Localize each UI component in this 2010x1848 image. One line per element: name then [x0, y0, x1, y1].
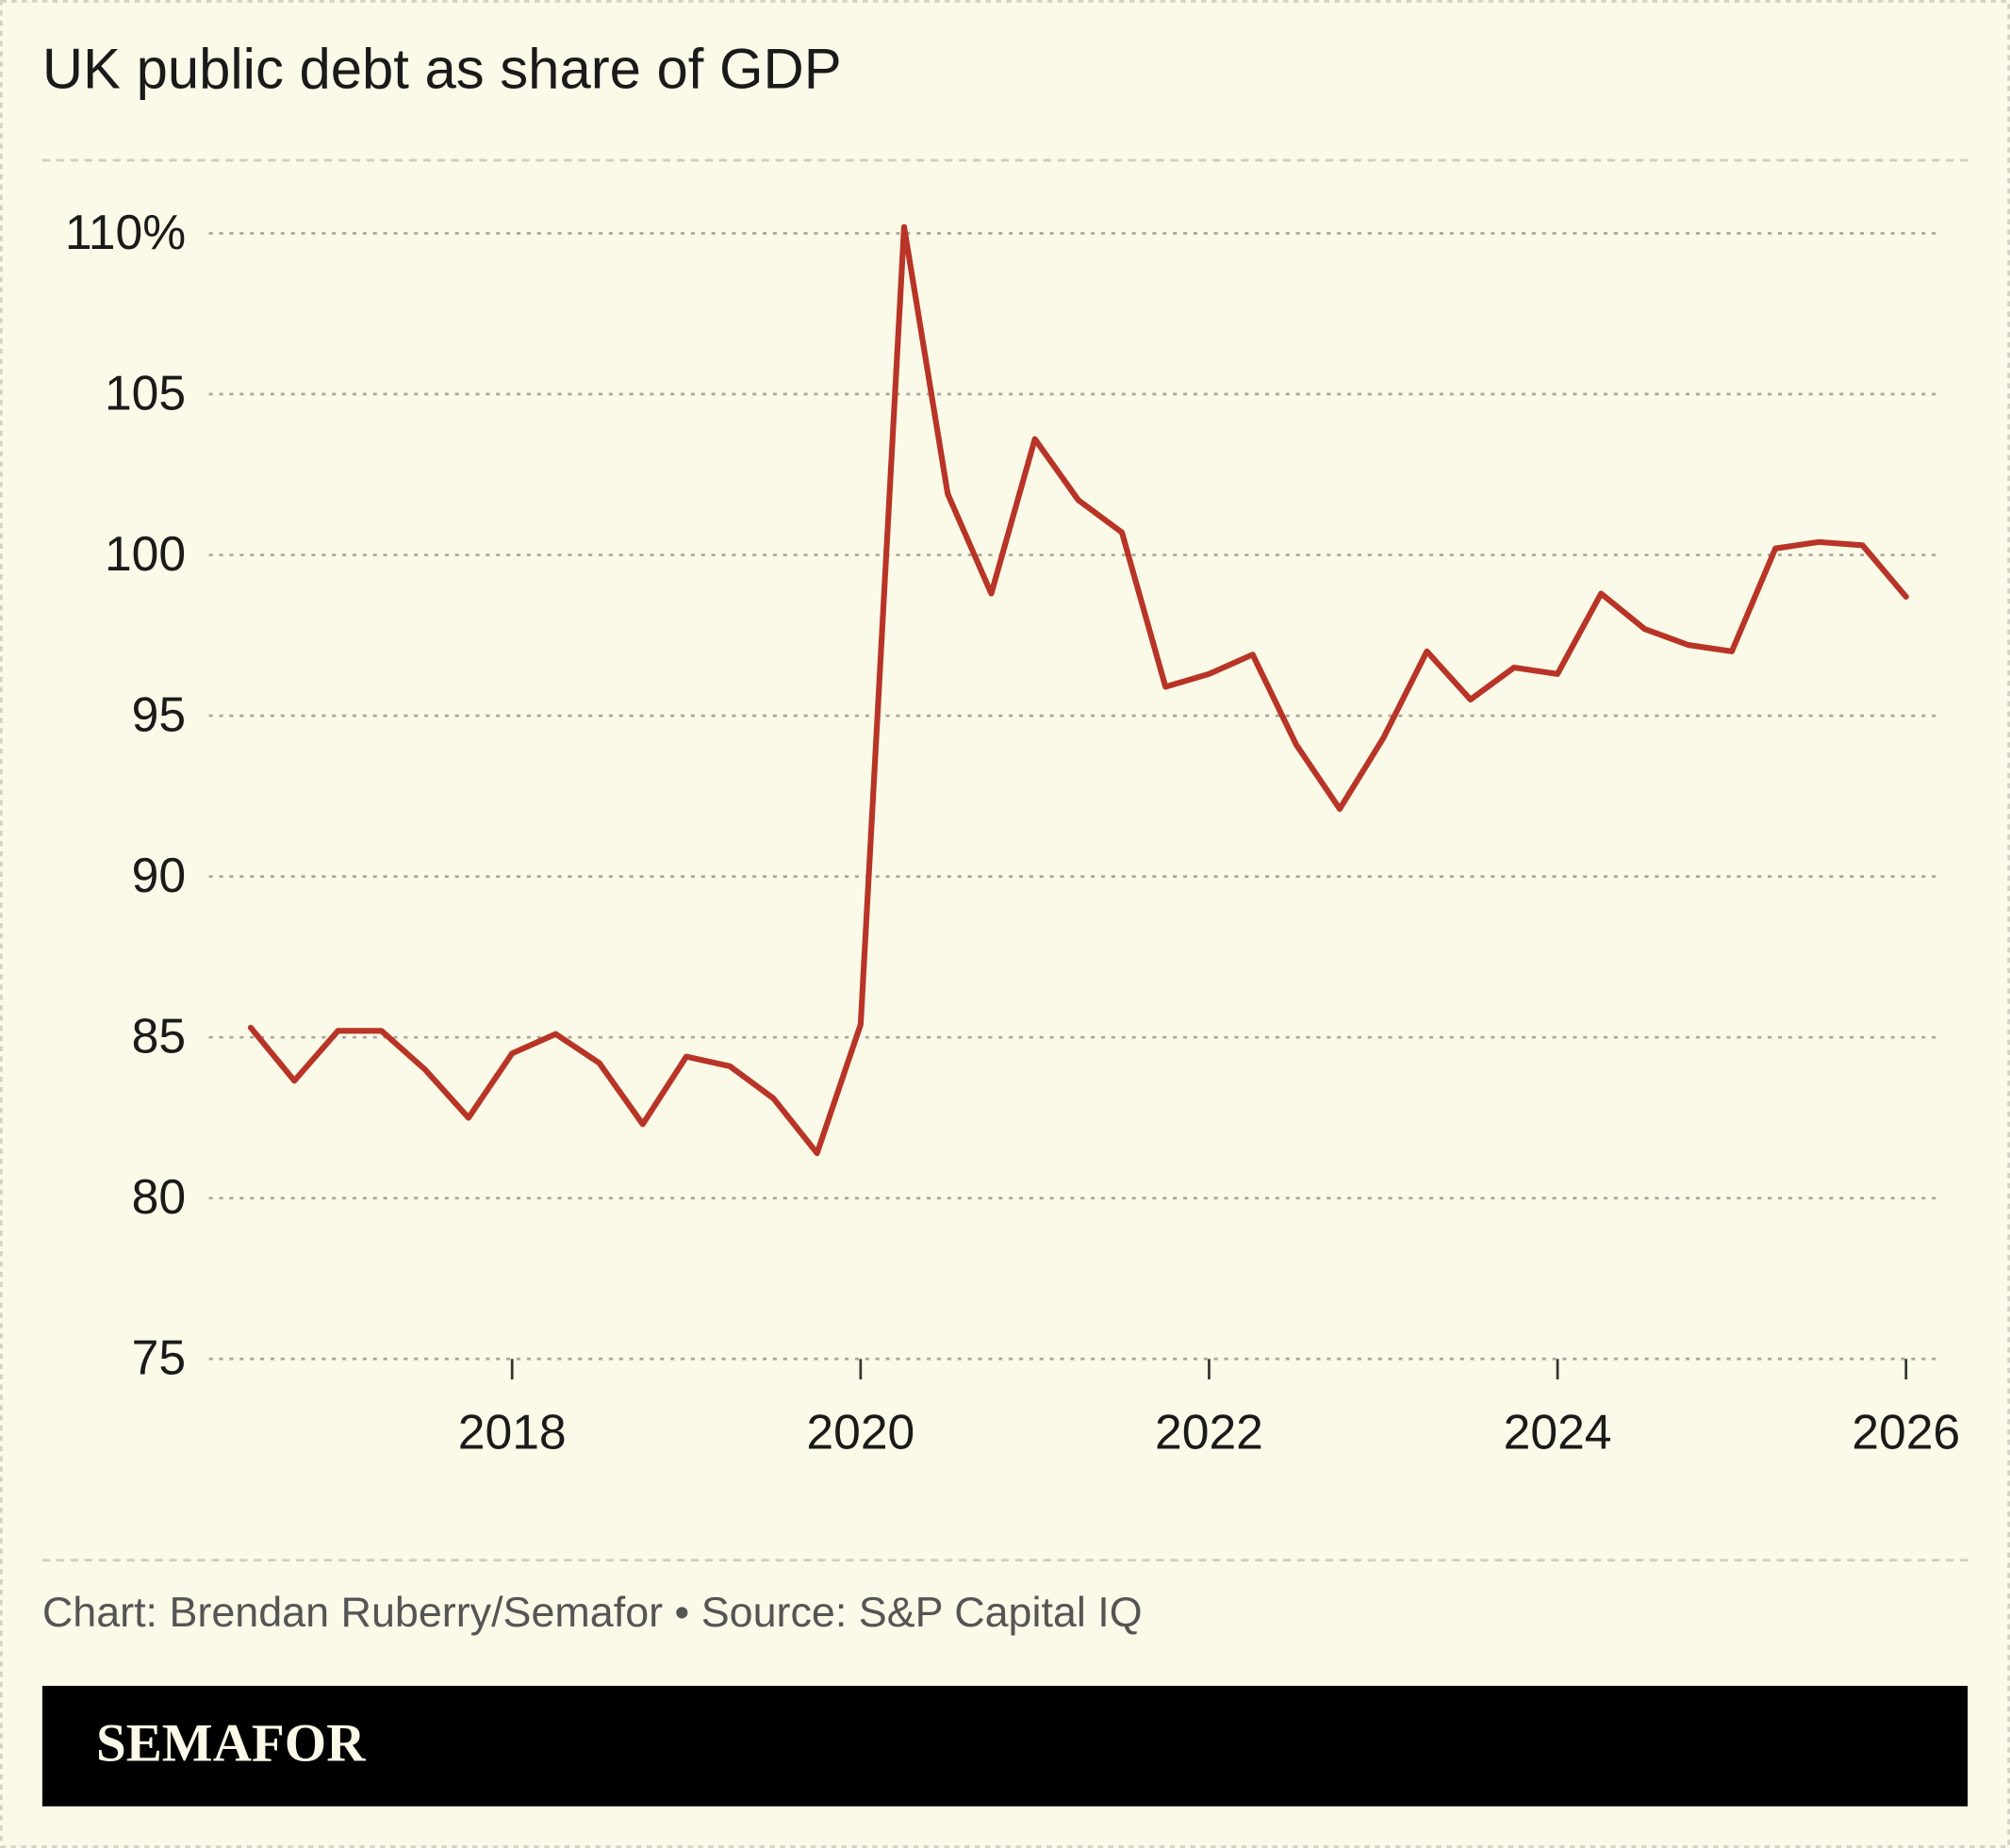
- brand-bar: [41, 1685, 1969, 1807]
- x-tick-label: 2026: [1852, 1404, 1960, 1459]
- data-line: [247, 223, 1909, 1157]
- y-tick-label: 85: [132, 1009, 186, 1064]
- y-tick-label: 90: [132, 848, 186, 902]
- y-tick-label: 105: [105, 365, 186, 420]
- x-tick-label: 2024: [1504, 1404, 1612, 1459]
- y-tick-label: 80: [132, 1169, 186, 1224]
- y-tick-label: 110%: [65, 205, 186, 259]
- source-note: Chart: Brendan Ruberry/Semafor • Source:…: [42, 1588, 1143, 1636]
- x-tick-label: 2018: [458, 1404, 567, 1459]
- y-tick-label: 100: [105, 526, 186, 581]
- y-tick-label: 75: [132, 1330, 186, 1385]
- brand-logo: SEMAFOR: [96, 1714, 366, 1774]
- chart-title: UK public debt as share of GDP: [42, 37, 842, 100]
- x-tick-label: 2022: [1155, 1404, 1263, 1459]
- x-tick-label: 2020: [806, 1404, 914, 1459]
- y-tick-label: 95: [132, 686, 186, 741]
